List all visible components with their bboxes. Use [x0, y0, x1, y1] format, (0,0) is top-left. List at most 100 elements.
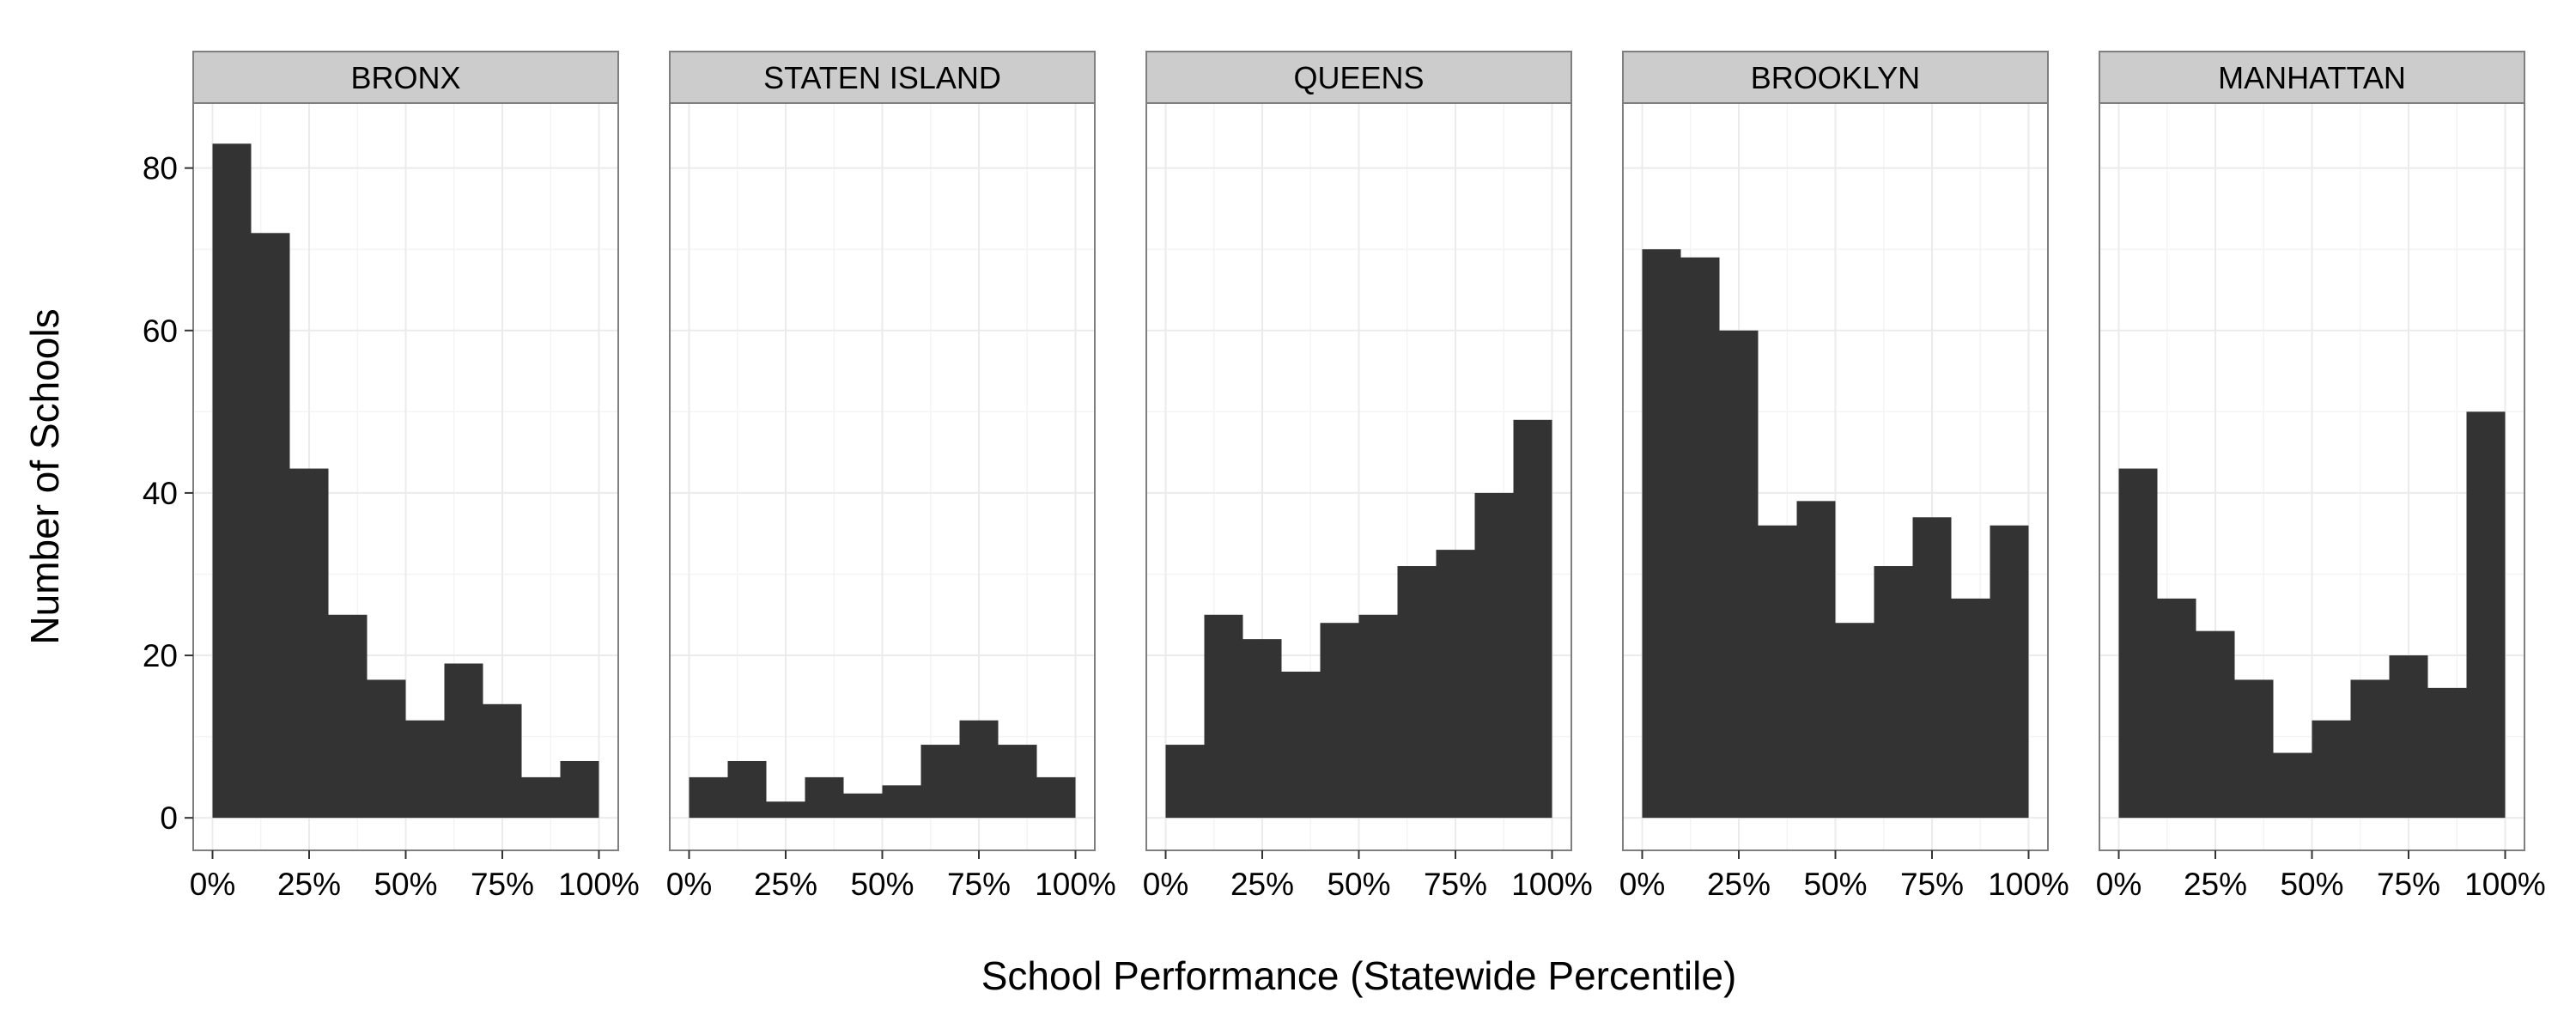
y-tick-label: 0 — [160, 801, 178, 836]
x-tick-label: 0% — [2096, 867, 2142, 902]
y-tick-label: 60 — [143, 314, 178, 349]
histogram-bar — [805, 776, 844, 819]
histogram-bar — [920, 745, 960, 819]
x-tick-label: 0% — [1143, 867, 1188, 902]
facet-strip — [1622, 51, 2049, 104]
histogram-bar — [2312, 720, 2351, 819]
histogram-bar — [1436, 550, 1475, 819]
x-tick-label: 100% — [1988, 867, 2069, 902]
histogram-bar — [1796, 501, 1836, 819]
x-tick-label: 100% — [2464, 867, 2546, 902]
histogram-bar — [328, 614, 368, 819]
x-tick-label: 25% — [754, 867, 817, 902]
x-axis-title: School Performance (Statewide Percentile… — [981, 953, 1737, 998]
x-tick-label: 75% — [1900, 867, 1964, 902]
facet-panel: BROOKLYN 0% 25% 50% 75% 100% — [1619, 51, 2069, 902]
x-tick-label: 0% — [190, 867, 235, 902]
histogram-bar — [689, 776, 728, 819]
histogram-bar — [1036, 776, 1076, 819]
histogram-bar — [2427, 687, 2467, 819]
histogram-bar — [1758, 525, 1797, 819]
histogram-bar — [1680, 257, 1720, 819]
x-tick-label: 100% — [558, 867, 640, 902]
x-tick-label: 25% — [1230, 867, 1294, 902]
facet-strip — [669, 51, 1096, 104]
histogram-bar — [2350, 679, 2390, 819]
histogram-bar — [1204, 614, 1243, 819]
histogram-bar — [521, 776, 561, 819]
histogram-bar — [251, 233, 290, 819]
histogram-bar — [1358, 614, 1398, 819]
x-tick-label: 0% — [1619, 867, 1665, 902]
histogram-bar — [727, 760, 767, 819]
x-tick-label: 75% — [2377, 867, 2440, 902]
histogram-bar — [289, 468, 329, 819]
facet-strip-label: MANHATTAN — [2218, 60, 2406, 95]
histogram-bar — [483, 703, 522, 819]
histogram-bar — [1242, 639, 1282, 819]
histogram-bar — [367, 679, 406, 819]
facet-strip — [192, 51, 619, 104]
histogram-bar — [1835, 623, 1874, 819]
x-tick-label: 50% — [850, 867, 914, 902]
facet-strip-label: QUEENS — [1293, 60, 1424, 95]
histogram-bar — [2234, 679, 2274, 819]
y-tick-label: 40 — [143, 476, 178, 511]
facet-strip-label: BRONX — [350, 60, 460, 95]
facet-panel: STATEN ISLAND 0% 25% 50% 75% 100% — [666, 51, 1116, 902]
y-tick-label: 80 — [143, 151, 178, 186]
histogram-bar — [1320, 623, 1359, 819]
histogram-bar — [959, 720, 999, 819]
histogram-bar — [2389, 655, 2428, 819]
x-tick-label: 50% — [1803, 867, 1867, 902]
histogram-bar — [2157, 598, 2196, 819]
y-tick-label: 20 — [143, 638, 178, 673]
facet-strip-label: BROOKLYN — [1751, 60, 1920, 95]
histogram-bar — [766, 801, 805, 819]
panels-layer: BRONX 0% 25% 50% 75% 100% STATEN ISLAND 0% 25% 50… — [190, 51, 2546, 902]
x-tick-label: 50% — [1327, 867, 1390, 902]
x-tick-label: 0% — [666, 867, 712, 902]
histogram-bar — [1874, 566, 1913, 819]
x-tick-label: 75% — [1424, 867, 1487, 902]
histogram-bar — [1165, 745, 1205, 819]
facet-strip — [2099, 51, 2525, 104]
x-tick-label: 25% — [2184, 867, 2247, 902]
x-tick-label: 75% — [947, 867, 1011, 902]
x-tick-label: 100% — [1511, 867, 1593, 902]
facet-panel: MANHATTAN 0% 25% 50% 75% 100% — [2096, 51, 2546, 902]
histogram-bar — [405, 720, 445, 819]
histogram-bar — [1912, 517, 1952, 819]
histogram-bar — [2118, 468, 2158, 819]
x-tick-label: 50% — [2280, 867, 2343, 902]
facet-panel: QUEENS 0% 25% 50% 75% 100% — [1143, 51, 1593, 902]
facet-panel: BRONX 0% 25% 50% 75% 100% — [190, 51, 640, 902]
histogram-bar — [998, 745, 1037, 819]
x-tick-label: 25% — [277, 867, 341, 902]
histogram-bar — [1513, 419, 1552, 819]
histogram-bar — [1951, 598, 1990, 819]
histogram-bar — [1281, 671, 1321, 819]
facet-strip — [1145, 51, 1572, 104]
y-axis-title: Number of Schools — [22, 308, 67, 644]
histogram-bar — [2196, 630, 2235, 819]
x-tick-label: 50% — [374, 867, 437, 902]
facet-strip-label: STATEN ISLAND — [763, 60, 1001, 95]
histogram-bar — [1397, 566, 1437, 819]
histogram-bar — [560, 760, 599, 819]
histogram-bar — [882, 785, 921, 819]
histogram-bar — [2466, 411, 2506, 819]
x-tick-label: 75% — [471, 867, 534, 902]
histogram-bar — [1642, 249, 1681, 819]
histogram-bar — [843, 793, 883, 819]
histogram-bar — [1474, 492, 1514, 819]
y-axis: 0 20 40 60 80 — [143, 151, 193, 836]
histogram-bar — [2273, 752, 2312, 819]
histogram-bar — [444, 663, 483, 819]
histogram-bar — [1719, 330, 1759, 819]
histogram-bar — [212, 143, 252, 819]
x-tick-label: 100% — [1035, 867, 1116, 902]
histogram-bar — [1990, 525, 2029, 819]
